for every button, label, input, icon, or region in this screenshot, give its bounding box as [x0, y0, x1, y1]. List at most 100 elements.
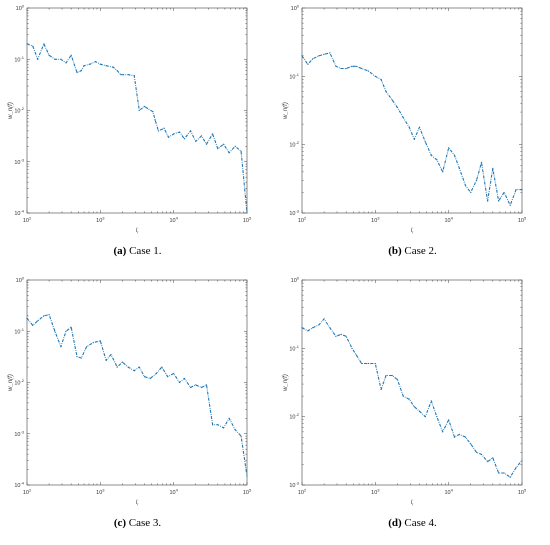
caption-a-text: Case 1. [129, 245, 162, 257]
data-point [492, 167, 494, 169]
data-point [121, 361, 124, 363]
caption-c: (c) Case 3. [0, 517, 275, 529]
y-tick-label: 100 [291, 4, 300, 13]
data-point [355, 354, 357, 356]
x-tick-label: 102 [23, 216, 32, 225]
x-axis-label: li [411, 500, 413, 507]
data-point [312, 327, 314, 329]
x-tick-label: 103 [96, 216, 105, 225]
data-point [396, 106, 399, 109]
data-point [418, 410, 421, 412]
data-point [464, 185, 467, 187]
data-point [76, 356, 78, 358]
y-axis-label: w_n(f) [283, 374, 289, 391]
data-point [37, 320, 39, 322]
data-point [498, 472, 500, 474]
data-point [212, 424, 214, 426]
chart-panel-d: 102 103 104 105 100 10-1 10-2 10-3 li w_n(f) (d) … [275, 272, 550, 544]
chart-b-svg: 102 103 104 105 100 10-1 10-2 10-3 li w_n(f) [283, 4, 527, 235]
data-point [498, 200, 500, 202]
data-point [65, 330, 67, 332]
data-point [94, 60, 97, 63]
data-point [318, 324, 320, 326]
x-tick-label: 102 [298, 216, 307, 225]
chart-c-svg: 102 103 104 105 100 10-1 10-2 10-3 10-4 li w_n(f) [8, 276, 252, 507]
data-point [173, 133, 175, 135]
y-tick-label: 10-2 [289, 140, 299, 149]
data-point [234, 145, 236, 147]
data-point [345, 67, 347, 70]
data-point [240, 150, 242, 152]
data-point [83, 65, 85, 67]
data-point [133, 370, 135, 372]
data-point [453, 154, 456, 156]
data-point [335, 335, 337, 337]
data-point [167, 136, 170, 138]
x-axis-label: li [136, 228, 138, 235]
plot-frame [26, 7, 248, 214]
data-point [217, 424, 219, 426]
data-point [442, 171, 444, 173]
data-point [436, 159, 438, 161]
y-tick-label: 10-2 [289, 412, 299, 421]
data-point [189, 386, 192, 389]
data-point [127, 74, 129, 76]
data-point [92, 342, 94, 344]
data-point [200, 135, 203, 137]
data-point [318, 55, 320, 57]
data-point [367, 70, 369, 72]
data-point [351, 65, 353, 67]
data-point [307, 63, 309, 65]
x-tick-label: 105 [518, 216, 527, 225]
y-tick-label: 100 [291, 276, 300, 285]
data-point [515, 466, 517, 469]
data-point [480, 453, 483, 456]
series-line [26, 43, 248, 214]
data-point [155, 372, 157, 375]
caption-b-text: Case 2. [404, 245, 437, 257]
data-point [374, 75, 376, 77]
data-point [340, 67, 342, 70]
data-point [43, 43, 45, 45]
y-tick-label: 10-3 [14, 429, 24, 438]
chart-panel-a: 102 103 104 105 100 10-1 10-2 10-3 10-4 li w_n(f) … [0, 0, 275, 272]
data-point [70, 326, 72, 328]
data-point [424, 141, 426, 143]
data-point [99, 63, 101, 65]
data-point [430, 400, 432, 402]
x-tick-label: 104 [169, 488, 178, 497]
data-point [133, 74, 135, 77]
data-point [143, 376, 146, 378]
data-point [228, 152, 230, 154]
data-point [380, 388, 382, 391]
y-tick-label: 10-1 [289, 72, 299, 81]
data-point [329, 327, 331, 329]
data-point [149, 377, 151, 380]
y-tick-label: 10-3 [289, 481, 299, 490]
data-point [312, 58, 314, 60]
data-point [385, 374, 387, 377]
caption-a: (a) Case 1. [0, 245, 275, 257]
data-point [418, 126, 421, 128]
caption-c-label: (c) [113, 517, 127, 529]
y-tick-label: 100 [16, 4, 25, 13]
data-point [228, 417, 230, 419]
data-point [515, 189, 517, 191]
x-tick-label: 104 [169, 216, 178, 225]
data-point [480, 161, 483, 164]
data-point [329, 52, 331, 54]
data-point [154, 119, 156, 121]
y-tick-label: 10-2 [14, 106, 24, 115]
data-point [509, 476, 511, 478]
data-point [503, 191, 505, 194]
series-line [26, 314, 248, 477]
caption-d-label: (d) [388, 517, 402, 529]
data-point [340, 333, 342, 335]
data-point [374, 362, 376, 365]
data-point [212, 133, 214, 135]
data-point [424, 416, 426, 418]
data-point [345, 335, 347, 337]
x-tick-label: 104 [444, 216, 453, 225]
data-point [143, 105, 146, 108]
data-point [26, 317, 28, 319]
